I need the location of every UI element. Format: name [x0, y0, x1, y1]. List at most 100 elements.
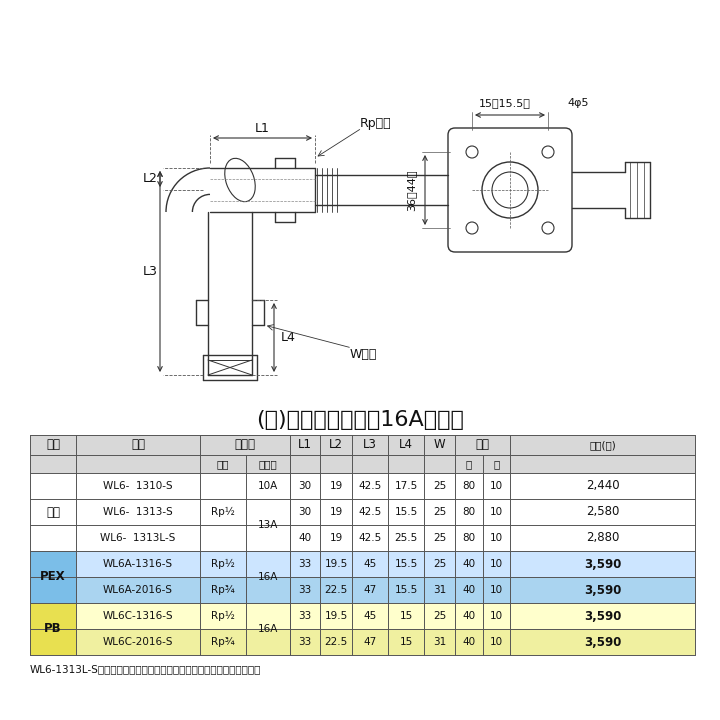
Text: 31: 31: [433, 585, 446, 595]
Text: 16A: 16A: [258, 624, 278, 634]
Text: L3: L3: [143, 265, 158, 278]
Text: WL6-1313L-Sは首長になっており、持出しソケットが不要になります。: WL6-1313L-Sは首長になっており、持出しソケットが不要になります。: [30, 664, 261, 674]
Text: 2,440: 2,440: [585, 480, 619, 492]
Text: 10: 10: [490, 637, 503, 647]
Bar: [30, 551, 76, 603]
Text: 13A: 13A: [258, 520, 278, 530]
Text: 33: 33: [298, 559, 312, 569]
Text: WL6C-1316-S: WL6C-1316-S: [103, 611, 174, 621]
Bar: [30, 455, 695, 473]
Bar: [30, 629, 695, 655]
Text: 40: 40: [298, 533, 312, 543]
Text: ねじ: ねじ: [217, 459, 229, 469]
Bar: [30, 603, 76, 655]
Text: 25: 25: [433, 533, 446, 543]
Text: L4: L4: [399, 438, 413, 451]
Text: 40: 40: [462, 585, 476, 595]
Text: 4φ5: 4φ5: [567, 98, 589, 108]
Text: 価格(円): 価格(円): [589, 440, 616, 450]
Text: 10A: 10A: [258, 481, 278, 491]
Text: W六觓: W六觓: [350, 348, 377, 361]
Text: 15: 15: [400, 611, 413, 621]
Text: 2,880: 2,880: [586, 531, 619, 544]
Text: Rpねじ: Rpねじ: [360, 117, 392, 130]
Text: Rp¾: Rp¾: [211, 585, 235, 595]
Text: 10: 10: [490, 507, 503, 517]
Text: L1: L1: [298, 438, 312, 451]
Text: 40: 40: [462, 559, 476, 569]
Text: 47: 47: [364, 637, 377, 647]
Text: 品番: 品番: [131, 438, 145, 451]
Text: Rp½: Rp½: [211, 611, 235, 621]
Text: 入数: 入数: [475, 438, 490, 451]
Bar: [30, 603, 695, 629]
Text: PB: PB: [44, 623, 62, 636]
Text: 25: 25: [433, 611, 446, 621]
Text: 17.5: 17.5: [395, 481, 418, 491]
Bar: [30, 577, 695, 603]
Text: 15（15.5）: 15（15.5）: [479, 98, 531, 108]
Text: 19: 19: [329, 507, 343, 517]
Text: Rp½: Rp½: [211, 507, 235, 517]
Text: 3,590: 3,590: [584, 583, 621, 596]
Text: 3,590: 3,590: [584, 610, 621, 623]
Text: 15.5: 15.5: [395, 585, 418, 595]
Text: 3,590: 3,590: [584, 557, 621, 570]
Text: 80: 80: [462, 507, 476, 517]
Text: 10: 10: [490, 533, 503, 543]
Text: 10: 10: [490, 611, 503, 621]
Text: PEX: PEX: [40, 570, 66, 583]
Text: 25: 25: [433, 481, 446, 491]
Text: 40: 40: [462, 611, 476, 621]
Text: 19.5: 19.5: [325, 611, 348, 621]
Text: 10: 10: [490, 559, 503, 569]
Text: 適用: 適用: [46, 438, 60, 451]
Text: 42.5: 42.5: [359, 507, 382, 517]
Text: L2: L2: [143, 173, 158, 186]
Text: W: W: [433, 438, 445, 451]
Bar: [30, 551, 695, 577]
Text: 25: 25: [433, 559, 446, 569]
Text: WL6-  1313-S: WL6- 1313-S: [103, 507, 173, 517]
Text: 15.5: 15.5: [395, 507, 418, 517]
Text: 33: 33: [298, 585, 312, 595]
Text: 19.5: 19.5: [325, 559, 348, 569]
Text: 10: 10: [490, 481, 503, 491]
Text: 42.5: 42.5: [359, 481, 382, 491]
Text: 36（44）: 36（44）: [406, 169, 416, 211]
Text: 47: 47: [364, 585, 377, 595]
Text: WL6C-2016-S: WL6C-2016-S: [103, 637, 174, 647]
Text: 16A: 16A: [258, 572, 278, 582]
Text: L1: L1: [255, 122, 270, 135]
Text: Rp½: Rp½: [211, 559, 235, 569]
Text: L2: L2: [329, 438, 343, 451]
Text: 大: 大: [466, 459, 472, 469]
Text: 19: 19: [329, 533, 343, 543]
Text: 呼び径: 呼び径: [235, 438, 256, 451]
Text: 15: 15: [400, 637, 413, 647]
Text: 25: 25: [433, 507, 446, 517]
Text: 80: 80: [462, 481, 476, 491]
Text: 22.5: 22.5: [325, 585, 348, 595]
Text: 樹脂管: 樹脂管: [258, 459, 277, 469]
Text: 42.5: 42.5: [359, 533, 382, 543]
Text: WL6-  1313L-S: WL6- 1313L-S: [100, 533, 176, 543]
Text: 33: 33: [298, 611, 312, 621]
Text: (　)内寸法は呼び径16Aです。: ( )内寸法は呼び径16Aです。: [256, 410, 464, 430]
Text: WL6A-2016-S: WL6A-2016-S: [103, 585, 173, 595]
Text: 80: 80: [462, 533, 476, 543]
Text: 25.5: 25.5: [395, 533, 418, 543]
Text: 31: 31: [433, 637, 446, 647]
Text: L3: L3: [363, 438, 377, 451]
Text: 45: 45: [364, 559, 377, 569]
Text: 小: 小: [493, 459, 500, 469]
Bar: [30, 435, 695, 455]
Text: 15.5: 15.5: [395, 559, 418, 569]
Text: 2,580: 2,580: [586, 505, 619, 518]
Text: 45: 45: [364, 611, 377, 621]
Text: 22.5: 22.5: [325, 637, 348, 647]
Text: WL6A-1316-S: WL6A-1316-S: [103, 559, 173, 569]
Text: 19: 19: [329, 481, 343, 491]
Text: 40: 40: [462, 637, 476, 647]
Text: WL6-  1310-S: WL6- 1310-S: [103, 481, 173, 491]
